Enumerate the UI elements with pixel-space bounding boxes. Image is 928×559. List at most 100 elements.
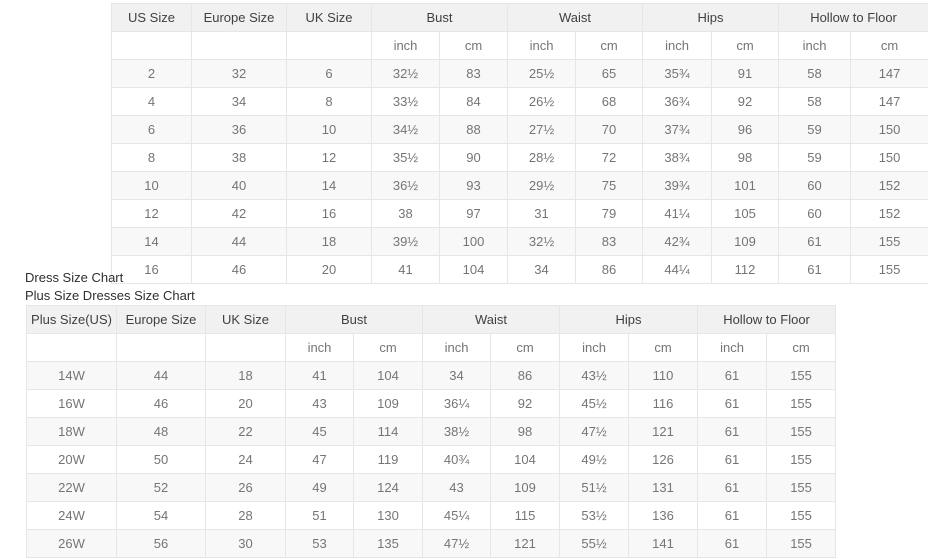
table-cell: 47 [285,445,354,474]
unit-header: inch [642,31,713,60]
table-row: 26W 56 30 53 135 47½ 121 55½ 141 61 155 [26,529,837,558]
table-cell: 22W [26,473,117,502]
standard-table-body: 2 32 6 32½ 83 25½ 65 35¾ 91 58 147 4 34 8 33½ 84 26½ 68 36… [111,59,928,284]
column-header: Europe Size [116,305,206,334]
table-cell: 36¼ [422,389,492,418]
table-cell: 47½ [422,529,492,558]
table-cell: 41 [285,361,354,390]
table-cell: 61 [697,417,768,446]
table-cell: 141 [628,529,699,558]
table-cell: 55½ [559,529,630,558]
unit-header: inch [422,333,492,362]
header-row: Plus Size(US) Europe Size UK Size Bust Waist… [26,305,837,334]
header-row: US Size Europe Size UK Size Bust Waist Hips Ho… [111,3,928,32]
table-cell: 12 [286,143,372,172]
table-cell: 112 [711,255,780,284]
unit-header: cm [352,333,424,362]
table-cell: 30 [205,529,286,558]
table-cell: 58 [778,59,852,88]
table-row: 22W 52 26 49 124 43 109 51½ 131 61 155 [26,473,837,502]
unit-header-row: inch cm inch cm inch cm inch cm [26,333,837,362]
table-cell: 65 [575,59,644,88]
table-cell: 51 [285,501,354,530]
table-cell: 34½ [371,115,440,144]
column-header: Hips [642,3,780,32]
table-cell: 39¾ [642,171,713,200]
table-cell: 29½ [507,171,577,200]
table-cell: 34 [422,361,492,390]
table-cell: 155 [766,501,837,530]
table-cell: 41¼ [642,199,713,228]
table-cell: 36 [191,115,287,144]
table-row: 10 40 14 36½ 93 29½ 75 39¾ 101 60 152 [111,171,928,200]
table-cell: 152 [850,199,928,228]
table-cell: 59 [778,143,852,172]
table-cell: 38 [371,199,440,228]
table-cell: 93 [438,171,509,200]
column-header: Bust [284,305,424,334]
table-cell: 46 [191,255,287,284]
table-cell: 109 [352,389,424,418]
table-cell: 155 [766,529,837,558]
table-cell: 47½ [559,417,630,446]
table-cell: 32 [191,59,287,88]
table-cell: 86 [490,361,561,390]
table-cell: 34 [507,255,577,284]
table-cell: 22 [205,417,286,446]
table-cell: 155 [766,389,837,418]
table-row: 4 34 8 33½ 84 26½ 68 36¾ 92 58 147 [111,87,928,116]
table-cell: 4 [111,87,192,116]
table-cell: 150 [850,143,928,172]
unit-header: inch [285,333,354,362]
column-header: Plus Size(US) [26,305,117,334]
empty-header-cell [205,333,286,362]
unit-header: cm [628,333,699,362]
table-cell: 18 [286,227,372,256]
table-cell: 27½ [507,115,577,144]
table-cell: 38¾ [642,143,713,172]
unit-header: cm [438,31,509,60]
table-cell: 31 [507,199,577,228]
empty-header-cell [191,31,287,60]
table-cell: 115 [490,501,561,530]
table-cell: 41 [371,255,440,284]
table-cell: 61 [697,501,768,530]
table-cell: 45 [285,417,354,446]
table-cell: 109 [711,227,780,256]
plus-table-body: 14W 44 18 41 104 34 86 43½ 110 61 155 16W 46 20 43 109 3… [26,361,837,558]
table-cell: 116 [628,389,699,418]
column-header: Waist [422,305,561,334]
table-cell: 52 [116,473,206,502]
unit-header: cm [575,31,644,60]
plus-size-table: Plus Size(US) Europe Size UK Size Bust Waist… [26,305,837,558]
table-row: 16 46 20 41 104 34 86 44¼ 112 61 155 [111,255,928,284]
plus-table-header: Plus Size(US) Europe Size UK Size Bust Waist… [26,305,837,362]
table-cell: 20 [286,255,372,284]
table-row: 8 38 12 35½ 90 28½ 72 38¾ 98 59 150 [111,143,928,172]
table-cell: 79 [575,199,644,228]
table-cell: 104 [352,361,424,390]
table-cell: 36¾ [642,87,713,116]
table-cell: 24W [26,501,117,530]
table-cell: 61 [778,255,852,284]
table-cell: 53½ [559,501,630,530]
unit-header: cm [766,333,837,362]
unit-header: cm [490,333,561,362]
table-cell: 28 [205,501,286,530]
table-cell: 54 [116,501,206,530]
table-cell: 14W [26,361,117,390]
table-cell: 14 [111,227,192,256]
table-cell: 18 [205,361,286,390]
table-cell: 92 [711,87,780,116]
table-cell: 42 [191,199,287,228]
table-cell: 119 [352,445,424,474]
table-cell: 6 [286,59,372,88]
unit-header-row: inch cm inch cm inch cm inch cm [111,31,928,60]
table-cell: 56 [116,529,206,558]
table-cell: 155 [766,361,837,390]
table-cell: 126 [628,445,699,474]
column-header: Europe Size [191,3,287,32]
table-cell: 35½ [371,143,440,172]
table-cell: 12 [111,199,192,228]
table-cell: 100 [438,227,509,256]
